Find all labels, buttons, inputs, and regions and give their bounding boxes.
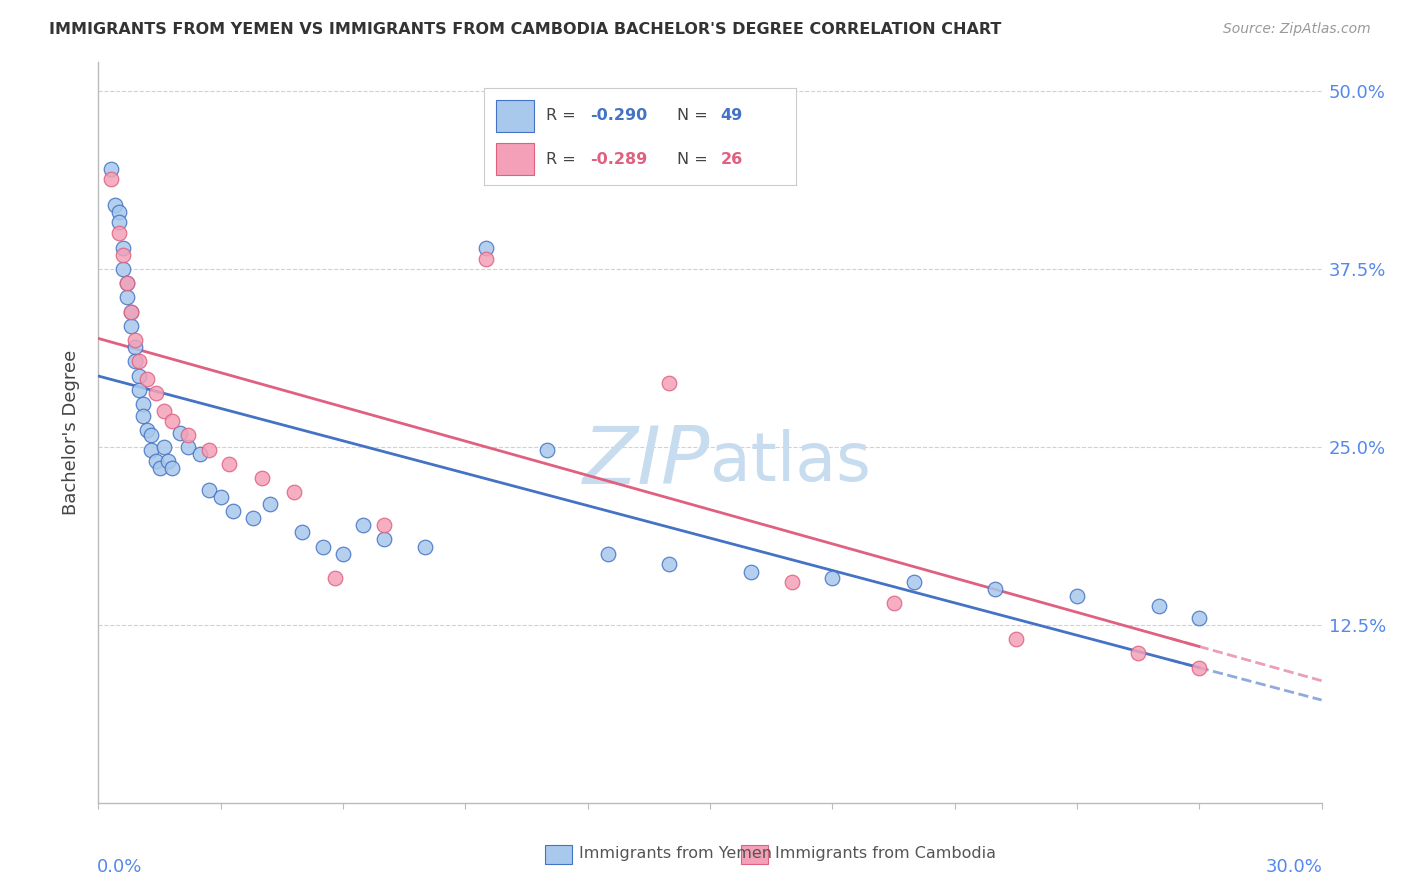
Point	[136, 423, 159, 437]
Point	[312, 540, 335, 554]
Point	[111, 240, 134, 255]
Point	[1188, 660, 1211, 674]
Point	[1004, 632, 1026, 646]
Point	[141, 428, 163, 442]
Point	[883, 597, 905, 611]
Point	[128, 368, 150, 383]
Point	[145, 454, 167, 468]
Point	[115, 290, 138, 304]
Point	[120, 318, 142, 333]
Point	[218, 457, 240, 471]
Point	[124, 354, 146, 368]
Point	[108, 227, 131, 241]
Point	[160, 414, 183, 428]
Point	[250, 471, 273, 485]
Text: Immigrants from Yemen: Immigrants from Yemen	[579, 846, 772, 861]
Point	[1188, 610, 1211, 624]
Point	[132, 397, 155, 411]
Point	[120, 304, 142, 318]
Point	[740, 565, 762, 579]
Point	[984, 582, 1007, 597]
Point	[259, 497, 281, 511]
Point	[576, 155, 599, 169]
Text: 0.0%: 0.0%	[97, 858, 142, 876]
Point	[145, 385, 167, 400]
Point	[1128, 646, 1150, 660]
Point	[323, 571, 346, 585]
Point	[156, 454, 179, 468]
Point	[332, 547, 354, 561]
Bar	[741, 845, 768, 863]
Point	[1066, 590, 1088, 604]
Point	[658, 557, 681, 571]
Point	[821, 571, 844, 585]
Point	[115, 276, 138, 290]
Point	[132, 409, 155, 423]
Point	[100, 172, 122, 186]
Point	[177, 428, 200, 442]
Point	[903, 575, 925, 590]
Text: Source: ZipAtlas.com: Source: ZipAtlas.com	[1223, 22, 1371, 37]
Text: ZIP: ZIP	[582, 423, 710, 501]
Y-axis label: Bachelor's Degree: Bachelor's Degree	[62, 350, 80, 516]
Point	[149, 461, 172, 475]
Point	[413, 540, 436, 554]
Point	[474, 240, 498, 255]
Point	[352, 518, 374, 533]
Point	[108, 215, 131, 229]
Point	[120, 304, 142, 318]
Point	[780, 575, 803, 590]
Point	[136, 371, 159, 385]
Point	[124, 333, 146, 347]
Text: atlas: atlas	[710, 429, 870, 495]
Point	[291, 525, 314, 540]
Point	[111, 247, 134, 261]
Point	[108, 205, 131, 219]
Point	[128, 383, 150, 397]
Point	[373, 533, 395, 547]
Point	[104, 198, 127, 212]
Point	[222, 504, 245, 518]
Point	[124, 340, 146, 354]
Point	[598, 547, 620, 561]
Point	[373, 518, 395, 533]
Point	[128, 354, 150, 368]
Point	[283, 485, 305, 500]
Point	[209, 490, 232, 504]
Bar	[546, 845, 572, 863]
Text: 30.0%: 30.0%	[1265, 858, 1323, 876]
Point	[152, 404, 174, 418]
Point	[197, 442, 219, 457]
Point	[177, 440, 200, 454]
Text: IMMIGRANTS FROM YEMEN VS IMMIGRANTS FROM CAMBODIA BACHELOR'S DEGREE CORRELATION : IMMIGRANTS FROM YEMEN VS IMMIGRANTS FROM…	[49, 22, 1001, 37]
Point	[536, 442, 558, 457]
Point	[100, 162, 122, 177]
Point	[197, 483, 219, 497]
Point	[111, 261, 134, 276]
Point	[242, 511, 264, 525]
Point	[141, 442, 163, 457]
Point	[115, 276, 138, 290]
Text: Immigrants from Cambodia: Immigrants from Cambodia	[775, 846, 995, 861]
Point	[169, 425, 191, 440]
Point	[160, 461, 183, 475]
Point	[188, 447, 212, 461]
Point	[474, 252, 498, 266]
Point	[658, 376, 681, 390]
Point	[152, 440, 174, 454]
Point	[1147, 599, 1170, 614]
